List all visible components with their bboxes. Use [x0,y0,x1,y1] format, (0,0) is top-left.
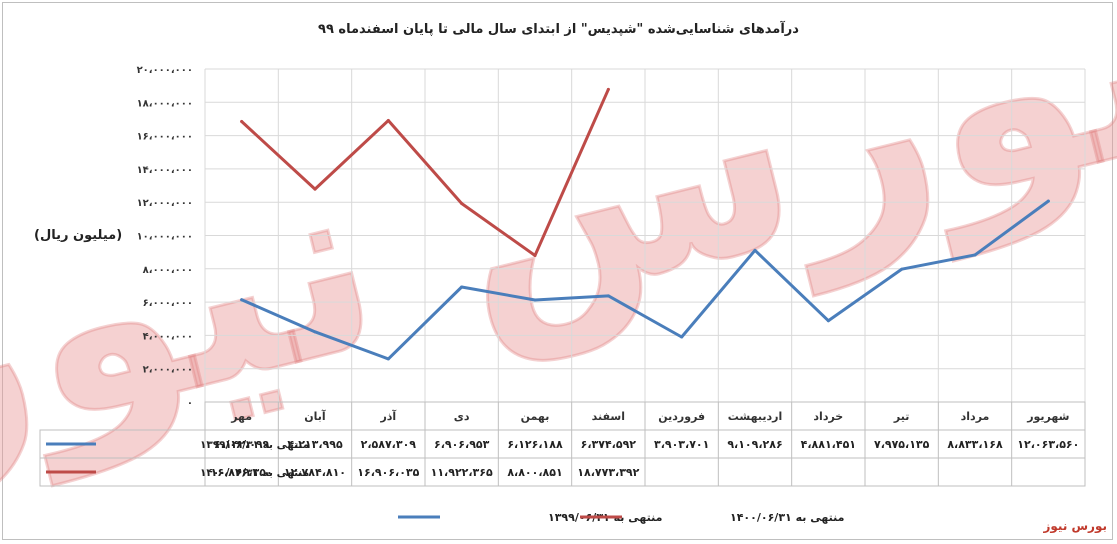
data-point [826,319,830,323]
series-line-2 [240,87,610,257]
table-value: ۸،۸۰۰،۸۵۱ [507,466,562,479]
y-tick-label: ۲۰،۰۰۰،۰۰۰ [137,65,193,76]
table-value: ۱۱،۹۲۲،۳۶۵ [431,466,493,479]
x-category-label: آذر [379,409,396,423]
y-tick-label: ۶،۰۰۰،۰۰۰ [143,298,193,309]
x-category-label: آبان [304,409,326,423]
y-tick-label: ۲،۰۰۰،۰۰۰ [143,365,193,376]
data-point [606,87,610,91]
chart-title: درآمدهای شناسایی‌شده "شپدیس" از ابتدای س… [318,22,799,37]
x-category-label: اسفند [592,410,625,423]
data-point [606,294,610,298]
series-line-1 [240,199,1050,361]
y-tick-label: ۸،۰۰۰،۰۰۰ [143,265,193,276]
y-tick-label: ۱۲،۰۰۰،۰۰۰ [137,198,193,209]
data-point [533,253,537,257]
y-axis-label: (میلیون ریال) [34,228,123,243]
data-point [240,120,244,124]
x-category-label: اردیبهشت [728,410,782,423]
legend: منتهی به ۱۳۹۹/۰۶/۳۱ منتهی به ۱۴۰۰/۰۶/۳۱ [398,511,844,524]
x-category-label: فروردین [658,410,705,423]
y-tick-labels: ۰ ۲،۰۰۰،۰۰۰ ۴،۰۰۰،۰۰۰ ۶،۰۰۰،۰۰۰ ۸،۰۰۰،۰۰۰ ۱۰،… [137,65,193,409]
row-series-name: منتهی به ۱۳۹۹/۰۶/۳۱ [200,439,309,451]
x-category-label: بهمن [521,410,550,423]
x-category-label: شهریور [1026,410,1069,423]
data-point [460,201,464,205]
table-value: ۸،۸۳۳،۱۶۸ [947,438,1003,451]
table-value: ۶،۱۴۲،۰۹۹ [214,438,270,451]
table-value: ۳،۹۰۳،۷۰۱ [654,438,709,451]
data-point [460,285,464,289]
table-value: ۶،۳۷۴،۵۹۲ [581,438,637,451]
table-value: ۱۶،۸۴۶،۳۵۰ [211,466,273,479]
table-value: ۲،۵۸۷،۳۰۹ [361,438,417,451]
row-series-name: منتهی به ۱۴۰۰/۰۶/۳۱ [200,467,309,479]
y-tick-label: ۰ [187,398,193,409]
data-point [753,248,757,252]
table-value: ۱۶،۹۰۶،۰۳۵ [357,466,419,479]
data-point [1046,199,1050,203]
data-point [973,253,977,257]
data-table: مهر آبان آذر دی بهمن اسفند فروردین اردیبهشت خردا… [39,401,1086,487]
x-category-label: دی [454,410,470,423]
x-category-label: تیر [893,410,909,423]
table-value: ۴،۲۱۳،۹۹۵ [287,438,343,451]
y-tick-label: ۴،۰۰۰،۰۰۰ [143,331,193,342]
table-value: ۱۲،۰۶۳،۵۶۰ [1017,438,1079,451]
data-point [386,119,390,123]
table-value: ۶،۹۰۶،۹۵۳ [434,438,490,451]
table-value: ۶،۱۲۶،۱۸۸ [507,438,563,451]
data-point [313,187,317,191]
y-tick-label: ۱۰،۰۰۰،۰۰۰ [137,232,193,243]
data-point [900,267,904,271]
data-point [680,335,684,339]
data-point [386,357,390,361]
x-category-label: مهر [230,410,252,423]
series-lines [240,87,1050,361]
table-value: ۷،۹۷۵،۱۳۵ [874,438,930,451]
table-value: ۴،۸۸۱،۴۵۱ [801,438,856,451]
x-category-label: خرداد [813,410,843,423]
table-value: ۱۲،۷۸۴،۸۱۰ [284,466,346,479]
y-tick-label: ۱۴،۰۰۰،۰۰۰ [137,165,193,176]
x-category-label: مرداد [961,410,990,423]
table-value: ۹،۱۰۹،۲۸۶ [727,438,782,451]
data-point [533,298,537,302]
y-tick-label: ۱۸،۰۰۰،۰۰۰ [137,98,193,109]
table-value: ۱۸،۷۷۳،۳۹۲ [577,466,639,479]
data-point [240,298,244,302]
data-point [313,330,317,334]
brand-label: بورس نیوز [1043,519,1107,533]
legend-label-2: منتهی به ۱۴۰۰/۰۶/۳۱ [730,511,844,524]
y-tick-label: ۱۶،۰۰۰،۰۰۰ [137,132,193,143]
